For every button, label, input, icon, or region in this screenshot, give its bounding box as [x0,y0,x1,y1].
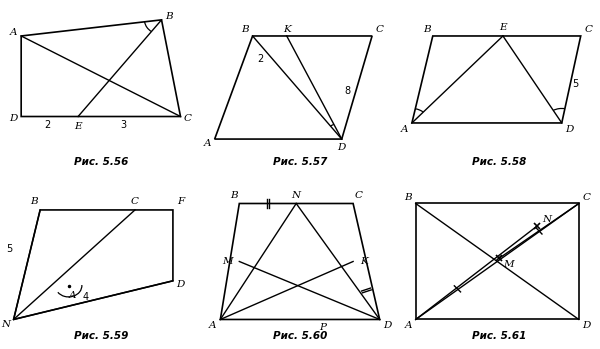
Text: A: A [404,321,412,331]
Text: A: A [10,28,17,37]
Text: M: M [223,257,233,266]
Text: P: P [319,323,326,332]
Text: Рис. 5.59: Рис. 5.59 [74,331,128,341]
Text: 3: 3 [121,120,127,129]
Text: B: B [31,198,38,206]
Text: A: A [203,139,211,148]
Text: B: B [166,12,173,21]
Text: E: E [499,23,507,32]
Text: E: E [74,122,82,131]
Text: C: C [583,193,590,202]
Text: F: F [177,198,184,206]
Text: B: B [230,191,238,200]
Text: D: D [10,114,18,122]
Text: D: D [565,125,574,134]
Text: K: K [283,25,290,34]
Text: B: B [241,25,249,34]
Text: 2: 2 [44,120,51,129]
Text: 8: 8 [344,86,350,96]
Text: C: C [376,25,383,34]
Text: A: A [401,125,408,134]
Text: 4: 4 [83,292,89,302]
Text: A: A [68,291,76,300]
Text: N: N [542,215,551,224]
Text: Рис. 5.57: Рис. 5.57 [273,157,327,166]
Text: Рис. 5.58: Рис. 5.58 [472,157,526,166]
Text: N: N [1,320,11,329]
Text: 5: 5 [7,244,13,254]
Text: Рис. 5.60: Рис. 5.60 [273,331,327,341]
Text: K: K [361,257,368,266]
Text: Рис. 5.56: Рис. 5.56 [74,157,128,166]
Text: D: D [582,321,590,331]
Text: 2: 2 [257,53,263,64]
Text: M: M [503,260,514,269]
Text: A: A [209,321,217,331]
Text: C: C [355,191,363,200]
Text: D: D [176,280,185,289]
Text: N: N [292,191,301,200]
Text: Рис. 5.61: Рис. 5.61 [472,331,526,341]
Text: C: C [131,198,139,206]
Text: 5: 5 [572,79,578,89]
Text: D: D [338,143,346,151]
Text: B: B [423,25,431,34]
Text: C: C [184,114,192,122]
Text: D: D [383,321,391,331]
Text: C: C [584,25,592,34]
Text: B: B [404,193,412,202]
